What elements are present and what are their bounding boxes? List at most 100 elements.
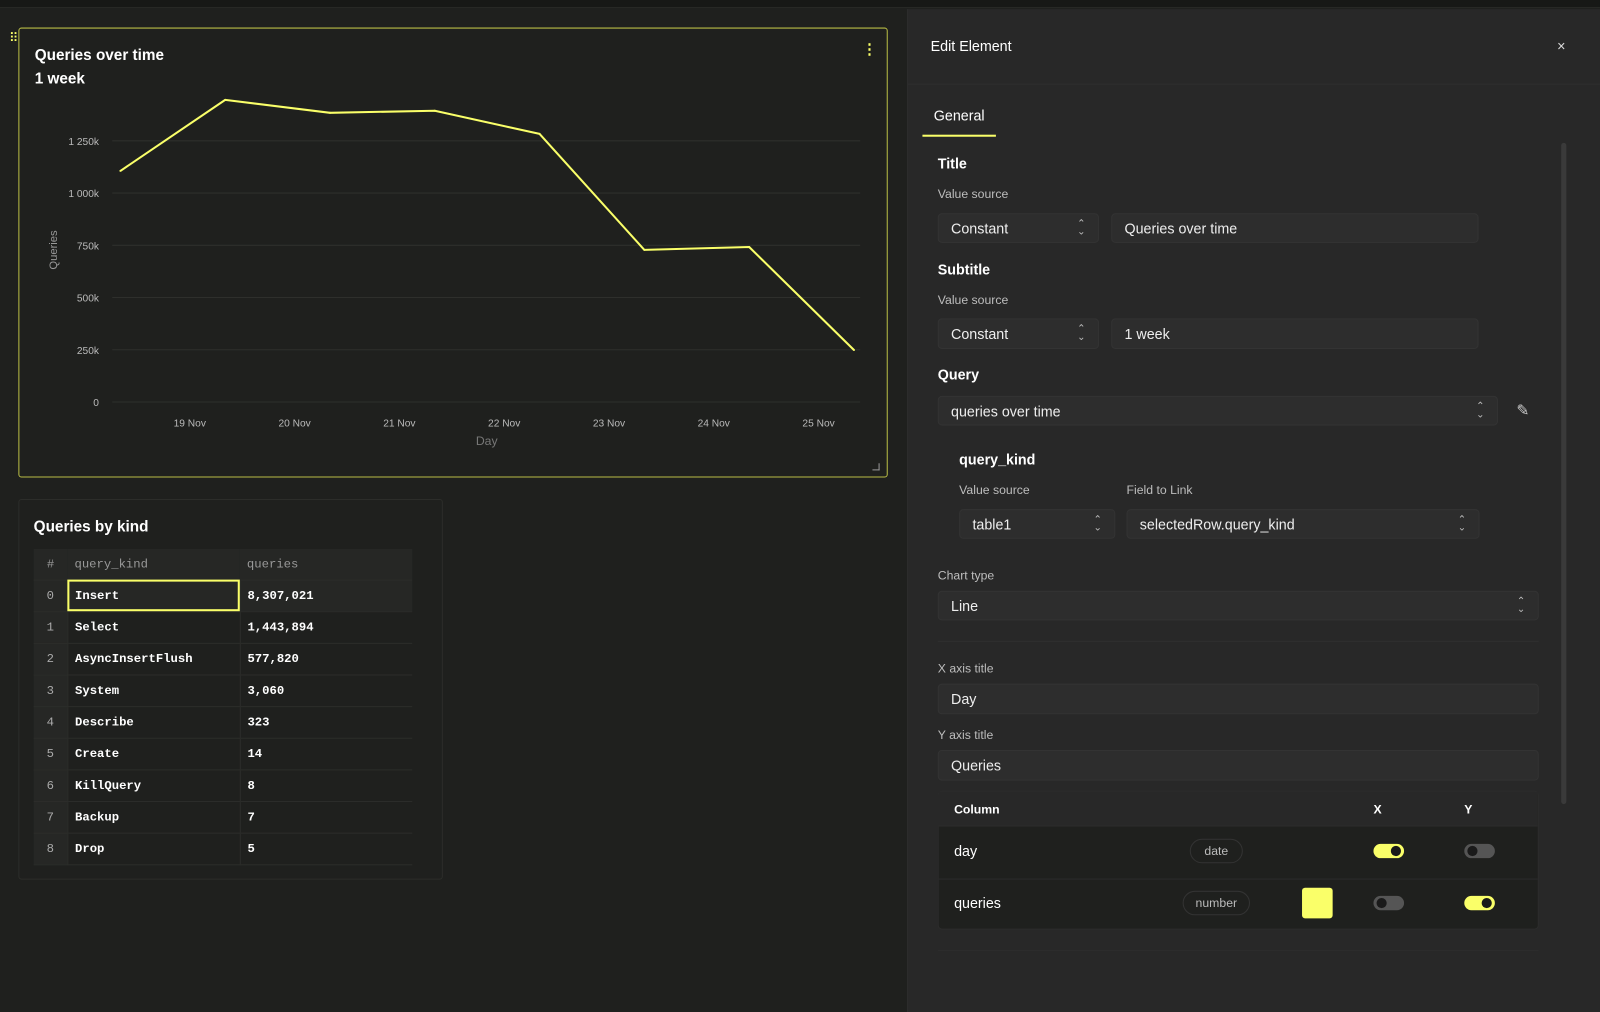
queries-cell[interactable]: 8,307,021 (239, 579, 413, 612)
drag-handle-icon[interactable]: ⠿ (9, 30, 18, 45)
tab-general[interactable]: General (922, 107, 996, 137)
queries-cell[interactable]: 3,060 (239, 674, 413, 707)
subtitle-source-select[interactable]: Constant ⌃ ⌄ (937, 318, 1099, 349)
chevron-updown-icon: ⌃ ⌄ (1077, 217, 1086, 238)
pencil-icon[interactable]: ✎ (1516, 402, 1530, 420)
chart-type-select[interactable]: Line ⌃ ⌄ (937, 590, 1539, 621)
data-point (852, 348, 855, 352)
query-kind-cell[interactable]: Select (67, 611, 241, 644)
y-axis-title-input[interactable]: Queries (937, 749, 1539, 781)
query-kind-cell[interactable]: Drop (67, 832, 241, 865)
query-kind-cell[interactable]: Insert (67, 579, 241, 612)
row-index: 3 (33, 674, 68, 707)
table-row[interactable]: 5 Create 14 (33, 737, 413, 770)
x-tick-label: 23 Nov (593, 419, 626, 430)
table-row[interactable]: 8 Drop 5 (33, 832, 413, 865)
queries-cell[interactable]: 8 (239, 769, 413, 802)
data-table: # query_kind queries 0 Insert 8,307,021 1 Se… (33, 548, 413, 865)
subtitle-heading: Subtitle (937, 261, 991, 278)
y-axis-toggle[interactable] (1464, 843, 1495, 859)
column-header: X (1373, 802, 1382, 817)
divider (908, 83, 1600, 85)
row-index: 8 (33, 832, 68, 865)
x-tick-label: 20 Nov (278, 419, 311, 430)
column-header: Y (1464, 802, 1473, 817)
queries-cell[interactable]: 577,820 (239, 642, 413, 675)
x-axis-toggle[interactable] (1373, 843, 1405, 859)
y-tick-label: 750k (77, 241, 100, 252)
chevron-updown-icon: ⌃ ⌄ (1476, 400, 1485, 420)
query-select[interactable]: queries over time ⌃ ⌄ (937, 395, 1498, 426)
y-tick-label: 0 (93, 398, 99, 409)
y-axis-toggle[interactable] (1464, 895, 1495, 911)
divider (937, 949, 1539, 952)
subtitle-value-input[interactable]: 1 week (1111, 318, 1479, 349)
data-point (224, 98, 227, 101)
column-header[interactable]: queries (239, 548, 413, 581)
data-point (433, 109, 436, 112)
type-badge: date (1189, 838, 1243, 864)
table-row[interactable]: 2 AsyncInsertFlush 577,820 (33, 642, 413, 675)
data-point (328, 111, 332, 114)
queries-cell[interactable]: 14 (239, 737, 413, 770)
table-row[interactable]: 3 System 3,060 (33, 674, 413, 707)
select-value: table1 (972, 515, 1012, 533)
kebab-menu-icon[interactable]: ⋮ (862, 40, 877, 58)
table-title: Queries by kind (33, 518, 149, 536)
queries-cell[interactable]: 7 (239, 801, 413, 834)
label: Y axis title (937, 727, 994, 742)
query-kind-cell[interactable]: System (67, 674, 241, 707)
column-header[interactable]: query_kind (67, 548, 240, 581)
chevron-updown-icon: ⌃ ⌄ (1093, 513, 1103, 534)
table-card[interactable]: Queries by kind # query_kind queries 0 In… (18, 498, 443, 880)
row-index: 1 (33, 611, 68, 644)
chart-title: Queries over time (34, 46, 165, 65)
title-source-select[interactable]: Constant ⌃ ⌄ (937, 213, 1099, 243)
row-index: 0 (33, 579, 68, 612)
row-index: 6 (33, 769, 68, 802)
resize-handle-icon[interactable] (872, 463, 880, 471)
table-row[interactable]: 0 Insert 8,307,021 (33, 579, 413, 612)
query-kind-cell[interactable]: Describe (67, 706, 241, 739)
field-to-link-select[interactable]: selectedRow.query_kind ⌃ ⌄ (1126, 509, 1480, 539)
line-chart: 0 250k 500k 750k 1 000k 1 250k 19 Nov 20 Nov 21 … (48, 98, 861, 448)
label: Value source (937, 186, 1009, 202)
chevron-updown-icon: ⌃ ⌄ (1516, 595, 1526, 615)
row-index: 5 (33, 737, 68, 770)
table-row[interactable]: 4 Describe 323 (33, 706, 413, 739)
queries-cell[interactable]: 5 (239, 832, 413, 865)
divider (937, 640, 1539, 642)
x-axis-title-input[interactable]: Day (937, 683, 1539, 715)
y-tick-label: 250k (77, 346, 100, 357)
column-header[interactable]: # (33, 548, 68, 581)
queries-cell[interactable]: 323 (239, 706, 413, 739)
queries-cell[interactable]: 1,443,894 (239, 611, 413, 644)
query-kind-cell[interactable]: KillQuery (67, 769, 241, 802)
table-row[interactable]: 1 Select 1,443,894 (33, 611, 413, 644)
y-tick-label: 1 250k (68, 137, 99, 148)
y-tick-label: 500k (77, 294, 100, 305)
label: Field to Link (1126, 482, 1193, 497)
label: Value source (959, 482, 1030, 497)
x-axis-title: Day (476, 434, 499, 448)
query-kind-cell[interactable]: Create (67, 737, 241, 770)
row-index: 2 (33, 642, 68, 675)
title-heading: Title (937, 155, 967, 172)
table-row[interactable]: 6 KillQuery 8 (33, 769, 413, 802)
query-kind-cell[interactable]: Backup (67, 801, 241, 834)
column-name: queries (954, 894, 1001, 912)
data-point (538, 132, 541, 135)
title-value-input[interactable]: Queries over time (1111, 213, 1479, 243)
table-row[interactable]: 7 Backup 7 (33, 801, 413, 834)
scrollbar[interactable] (1561, 142, 1567, 805)
query-kind-cell[interactable]: AsyncInsertFlush (67, 642, 241, 675)
y-tick-label: 1 000k (68, 189, 99, 200)
close-icon[interactable]: × (1557, 37, 1566, 55)
x-axis-toggle[interactable] (1373, 895, 1405, 911)
param-source-select[interactable]: table1 ⌃ ⌄ (959, 509, 1116, 539)
select-value: queries over time (951, 402, 1061, 419)
series-color-swatch[interactable] (1302, 887, 1333, 919)
x-tick-label: 22 Nov (488, 419, 521, 430)
select-value: Constant (951, 325, 1009, 342)
panel-title: Edit Element (930, 37, 1012, 55)
